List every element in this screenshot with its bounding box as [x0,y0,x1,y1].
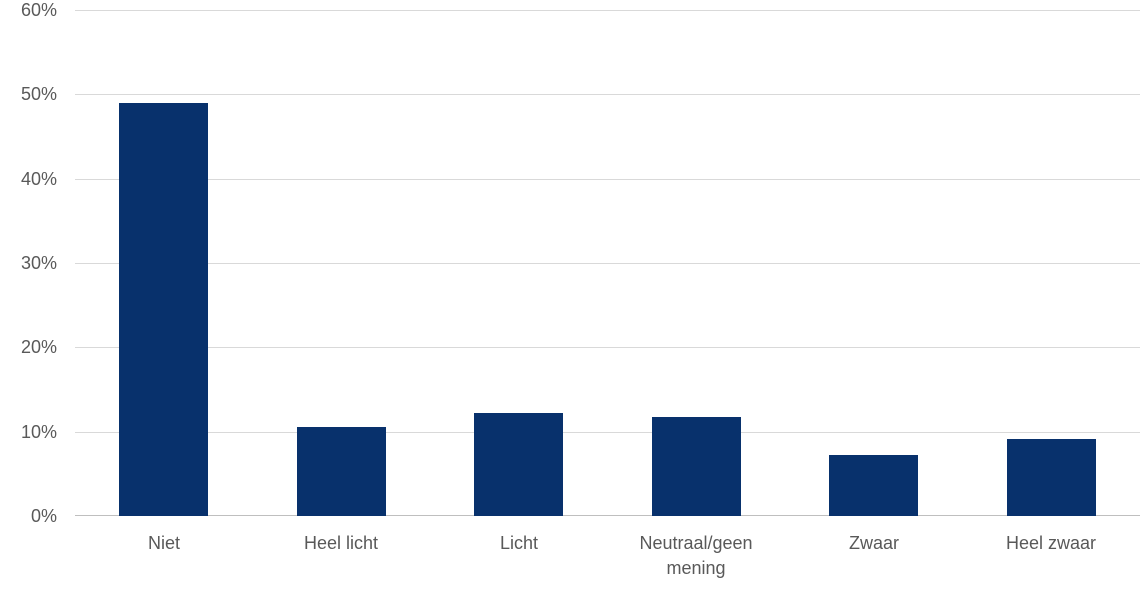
x-category-label: Niet [147,533,180,553]
bar [119,103,208,516]
y-tick-label: 60% [20,0,57,20]
x-category-label: Neutraal/geen mening [639,533,753,578]
bar [1007,439,1096,516]
y-tick-label: 30% [20,253,57,273]
gridline [75,10,1140,11]
x-axis-line [75,515,1140,516]
x-category-label: Zwaar [848,533,899,553]
gridline [75,179,1140,180]
y-tick-label: 40% [20,169,57,189]
y-tick-label: 50% [20,84,57,104]
plot-area [75,10,1140,516]
bar [829,455,918,516]
x-category-label: Licht [499,533,539,553]
gridline [75,347,1140,348]
gridline [75,432,1140,433]
y-tick-label: 10% [20,422,57,442]
y-tick-label: 20% [20,337,57,357]
gridline [75,94,1140,95]
x-category-label: Heel licht [303,533,379,553]
gridline [75,263,1140,264]
x-category-label: Heel zwaar [1005,533,1097,553]
y-tick-label: 0% [30,506,57,526]
bar [652,417,741,516]
y-axis: 0% 10% 20% 30% 40% 50% 60% [0,0,57,526]
bar [474,413,563,516]
bar [297,427,386,516]
x-axis: Niet Heel licht Licht Neutraal/geen mening Z… [75,528,1140,588]
